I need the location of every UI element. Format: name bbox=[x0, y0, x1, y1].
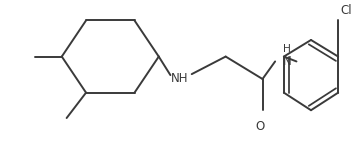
Text: Cl: Cl bbox=[340, 4, 352, 17]
Text: H: H bbox=[283, 44, 291, 54]
Text: NH: NH bbox=[171, 72, 189, 86]
Text: N: N bbox=[282, 55, 291, 68]
Text: O: O bbox=[255, 120, 264, 133]
